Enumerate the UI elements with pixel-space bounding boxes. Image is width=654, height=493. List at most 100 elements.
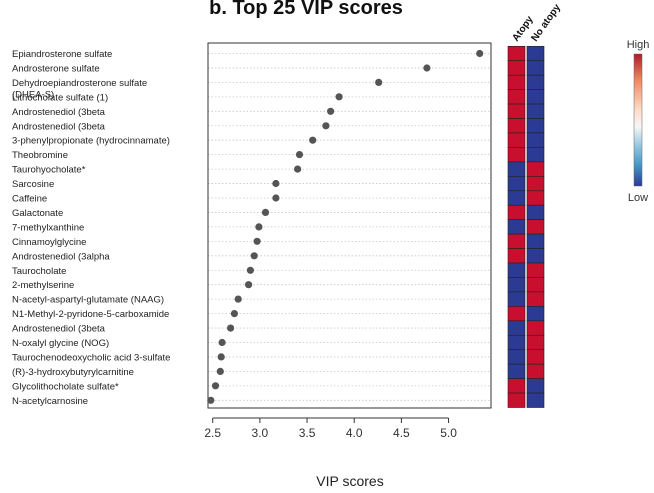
heatmap-cell bbox=[526, 190, 545, 206]
x-tick-label: 4.5 bbox=[393, 426, 410, 440]
category-label-line: N1-Methyl-2-pyridone-5-carboxamide bbox=[12, 309, 169, 320]
heatmap-cell bbox=[526, 320, 545, 336]
category-label-line: Epiandrosterone sulfate bbox=[12, 49, 112, 60]
category-label: 2-methylserine bbox=[12, 280, 74, 291]
category-label: Caffeine bbox=[12, 194, 47, 205]
heatmap-column-label: No atopy bbox=[529, 2, 563, 44]
y-labels: Epiandrosterone sulfate Androsterone sulf… bbox=[12, 49, 170, 407]
category-label: Androstenediol (3beta bbox=[12, 107, 106, 118]
heatmap-cell bbox=[526, 378, 545, 394]
category-label: N-oxalyl glycine (NOG) bbox=[12, 338, 109, 349]
data-point bbox=[272, 179, 280, 188]
heatmap-cell bbox=[526, 132, 545, 148]
heatmap-cell bbox=[526, 306, 545, 322]
category-label-line: Lithocholate sulfate (1) bbox=[12, 92, 108, 103]
heatmap-cell bbox=[507, 118, 526, 134]
heatmap-cell bbox=[526, 334, 545, 351]
category-label: N1-Methyl-2-pyridone-5-carboxamide bbox=[12, 309, 169, 320]
plot-frame bbox=[207, 42, 492, 409]
heatmap-cell bbox=[507, 103, 526, 119]
data-point bbox=[216, 367, 224, 375]
category-label: Epiandrosterone sulfate bbox=[12, 49, 112, 60]
category-label-line: Sarcosine bbox=[12, 179, 54, 190]
heatmap-cell bbox=[507, 176, 526, 192]
category-label: Theobromine bbox=[12, 150, 68, 161]
category-label-line: N-oxalyl glycine (NOG) bbox=[12, 338, 109, 349]
data-point bbox=[207, 396, 215, 404]
data-point bbox=[227, 324, 235, 332]
data-point bbox=[295, 151, 304, 159]
heatmap-cell bbox=[507, 219, 526, 235]
category-label-line: Taurocholate bbox=[12, 266, 66, 277]
heatmap-cell bbox=[507, 291, 526, 307]
data-point bbox=[476, 49, 484, 58]
category-label: Taurocholate bbox=[12, 266, 66, 277]
data-point bbox=[217, 353, 225, 361]
heatmap-cell bbox=[507, 233, 526, 249]
heatmap-cell bbox=[507, 74, 526, 90]
category-label-line: Theobromine bbox=[12, 150, 68, 161]
heatmap-cell bbox=[526, 103, 545, 119]
heatmap-cell bbox=[507, 277, 526, 293]
heatmap-cell bbox=[507, 190, 526, 206]
category-label: Androsterone sulfate bbox=[12, 64, 100, 75]
data-point bbox=[230, 310, 238, 318]
heatmap-cell bbox=[526, 277, 545, 293]
category-label-line: Caffeine bbox=[12, 194, 47, 205]
x-tick-label: 3.0 bbox=[252, 426, 269, 440]
heatmap-cell bbox=[526, 161, 545, 177]
category-label-line: Taurochenodeoxycholic acid 3-sulfate bbox=[12, 352, 170, 363]
heatmap-cell bbox=[507, 392, 526, 408]
heatmap-cell bbox=[526, 147, 545, 163]
data-point bbox=[255, 223, 263, 231]
gridlines bbox=[208, 53, 491, 401]
heatmap-cell bbox=[507, 378, 526, 394]
category-label: Cinnamoylglycine bbox=[12, 237, 86, 248]
category-label-line: 7-methylxanthine bbox=[12, 222, 84, 233]
heatmap-cell bbox=[507, 320, 526, 336]
heatmap-cell bbox=[526, 118, 545, 134]
category-label: Glycolithocholate sulfate* bbox=[12, 381, 119, 392]
data-point bbox=[375, 78, 383, 86]
heatmap-cell bbox=[507, 262, 526, 278]
legend-low-label: Low bbox=[628, 192, 648, 204]
data-point bbox=[234, 295, 242, 303]
category-label: 3-phenylpropionate (hydrocinnamate) bbox=[12, 136, 170, 147]
data-point bbox=[322, 122, 330, 130]
category-label: Lithocholate sulfate (1) bbox=[12, 92, 108, 103]
x-tick-label: 3.5 bbox=[299, 426, 316, 440]
category-label-line: Taurohyocholate* bbox=[12, 165, 86, 176]
data-point bbox=[218, 338, 226, 347]
chart-title: b. Top 25 VIP scores bbox=[209, 0, 403, 19]
category-label-line: Galactonate bbox=[12, 208, 63, 219]
heatmap-cell bbox=[507, 349, 526, 365]
heatmap-cell bbox=[507, 334, 526, 351]
heatmap-cell bbox=[507, 306, 526, 322]
category-label-line: Androstenediol (3beta bbox=[12, 324, 106, 335]
category-label-line: 3-phenylpropionate (hydrocinnamate) bbox=[12, 136, 170, 147]
category-label: Taurohyocholate* bbox=[12, 165, 86, 176]
data-points bbox=[207, 49, 484, 404]
heatmap-cell bbox=[507, 132, 526, 148]
category-label: (R)-3-hydroxybutyrylcarnitine bbox=[12, 367, 134, 378]
heatmap-cell bbox=[507, 204, 526, 220]
heatmap-cell bbox=[526, 291, 545, 307]
x-axis-label: VIP scores bbox=[316, 473, 383, 489]
heatmap-cell bbox=[526, 363, 545, 379]
data-point bbox=[211, 382, 220, 390]
category-label-line: Glycolithocholate sulfate* bbox=[12, 381, 119, 392]
heatmap-cell bbox=[526, 262, 545, 278]
category-label-line: Cinnamoylglycine bbox=[12, 237, 86, 248]
data-point bbox=[294, 165, 302, 173]
data-point bbox=[261, 208, 270, 216]
category-label-line: Androstenediol (3alpha bbox=[12, 251, 110, 262]
x-tick-label: 5.0 bbox=[440, 426, 457, 440]
category-label-line: N-acetyl-aspartyl-glutamate (NAAG) bbox=[12, 295, 164, 306]
data-point bbox=[250, 252, 258, 260]
data-point bbox=[272, 194, 280, 202]
category-label: Sarcosine bbox=[12, 179, 54, 190]
heatmap-cell bbox=[526, 233, 545, 249]
heatmap-cell bbox=[526, 60, 545, 76]
heatmap-cell bbox=[526, 45, 545, 62]
